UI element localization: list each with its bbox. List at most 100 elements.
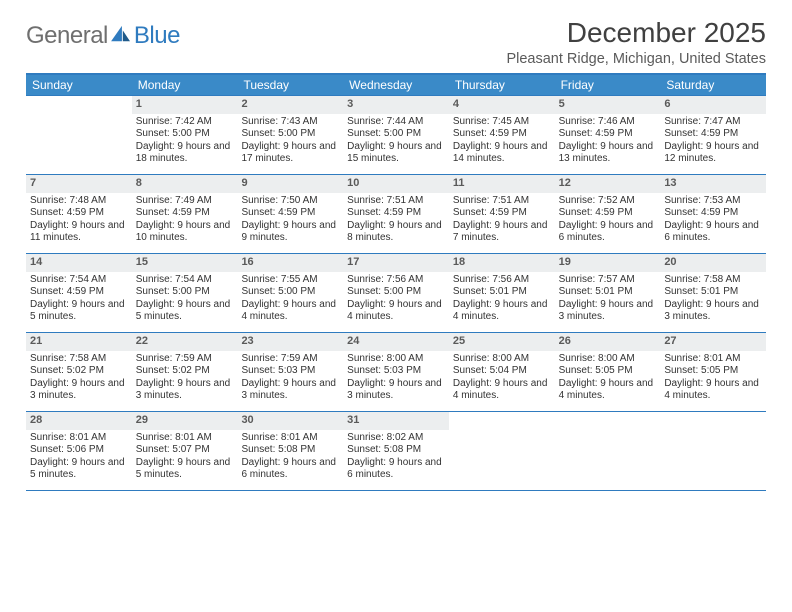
sunrise-line: Sunrise: 7:50 AM: [241, 195, 339, 208]
sunset-line: Sunset: 5:01 PM: [664, 286, 762, 299]
calendar-week: 21Sunrise: 7:58 AMSunset: 5:02 PMDayligh…: [26, 332, 766, 411]
sunrise-line: Sunrise: 7:42 AM: [136, 116, 234, 129]
sunset-line: Sunset: 4:59 PM: [559, 207, 657, 220]
day-number: 21: [26, 333, 132, 351]
day-number: 25: [449, 333, 555, 351]
calendar-week: 14Sunrise: 7:54 AMSunset: 4:59 PMDayligh…: [26, 253, 766, 332]
sunset-line: Sunset: 4:59 PM: [453, 207, 551, 220]
day-number: 15: [132, 254, 238, 272]
daylight-line: Daylight: 9 hours and 6 minutes.: [347, 457, 445, 482]
daylight-line: Daylight: 9 hours and 12 minutes.: [664, 141, 762, 166]
sunset-line: Sunset: 5:01 PM: [559, 286, 657, 299]
calendar-day-cell: 19Sunrise: 7:57 AMSunset: 5:01 PMDayligh…: [555, 254, 661, 332]
brand-general: General: [26, 22, 108, 50]
brand-blue: Blue: [134, 22, 180, 50]
sunrise-line: Sunrise: 7:54 AM: [30, 274, 128, 287]
sunset-line: Sunset: 5:02 PM: [30, 365, 128, 378]
day-number: 18: [449, 254, 555, 272]
day-number: 7: [26, 175, 132, 193]
daylight-line: Daylight: 9 hours and 5 minutes.: [30, 299, 128, 324]
day-number: 8: [132, 175, 238, 193]
calendar-day-cell: 13Sunrise: 7:53 AMSunset: 4:59 PMDayligh…: [660, 175, 766, 253]
day-number: 19: [555, 254, 661, 272]
sunset-line: Sunset: 4:59 PM: [347, 207, 445, 220]
sunrise-line: Sunrise: 8:00 AM: [347, 353, 445, 366]
sunrise-line: Sunrise: 8:01 AM: [30, 432, 128, 445]
calendar-day-cell: 12Sunrise: 7:52 AMSunset: 4:59 PMDayligh…: [555, 175, 661, 253]
sunset-line: Sunset: 5:08 PM: [347, 444, 445, 457]
calendar-day-cell: 3Sunrise: 7:44 AMSunset: 5:00 PMDaylight…: [343, 96, 449, 174]
sunrise-line: Sunrise: 7:45 AM: [453, 116, 551, 129]
sunrise-line: Sunrise: 7:49 AM: [136, 195, 234, 208]
sunset-line: Sunset: 5:07 PM: [136, 444, 234, 457]
daylight-line: Daylight: 9 hours and 9 minutes.: [241, 220, 339, 245]
daylight-line: Daylight: 9 hours and 7 minutes.: [453, 220, 551, 245]
daylight-line: Daylight: 9 hours and 8 minutes.: [347, 220, 445, 245]
day-number: 1: [132, 96, 238, 114]
day-number: 26: [555, 333, 661, 351]
weekday-header: Friday: [555, 75, 661, 95]
day-number: 10: [343, 175, 449, 193]
calendar-day-cell: 31Sunrise: 8:02 AMSunset: 5:08 PMDayligh…: [343, 412, 449, 490]
calendar-day-cell: 16Sunrise: 7:55 AMSunset: 5:00 PMDayligh…: [237, 254, 343, 332]
sunrise-line: Sunrise: 8:01 AM: [136, 432, 234, 445]
daylight-line: Daylight: 9 hours and 3 minutes.: [30, 378, 128, 403]
day-number: 11: [449, 175, 555, 193]
calendar-day-cell: 28Sunrise: 8:01 AMSunset: 5:06 PMDayligh…: [26, 412, 132, 490]
day-number: 23: [237, 333, 343, 351]
daylight-line: Daylight: 9 hours and 13 minutes.: [559, 141, 657, 166]
sunset-line: Sunset: 5:08 PM: [241, 444, 339, 457]
calendar-weeks: 1Sunrise: 7:42 AMSunset: 5:00 PMDaylight…: [26, 95, 766, 490]
day-number: 5: [555, 96, 661, 114]
daylight-line: Daylight: 9 hours and 10 minutes.: [136, 220, 234, 245]
sunset-line: Sunset: 5:05 PM: [664, 365, 762, 378]
calendar-day-cell: 17Sunrise: 7:56 AMSunset: 5:00 PMDayligh…: [343, 254, 449, 332]
sunset-line: Sunset: 4:59 PM: [559, 128, 657, 141]
sunrise-line: Sunrise: 7:54 AM: [136, 274, 234, 287]
day-number: 29: [132, 412, 238, 430]
sunrise-line: Sunrise: 7:43 AM: [241, 116, 339, 129]
daylight-line: Daylight: 9 hours and 4 minutes.: [559, 378, 657, 403]
calendar-day-cell: 14Sunrise: 7:54 AMSunset: 4:59 PMDayligh…: [26, 254, 132, 332]
weekday-header: Wednesday: [343, 75, 449, 95]
calendar-day-cell: 30Sunrise: 8:01 AMSunset: 5:08 PMDayligh…: [237, 412, 343, 490]
day-number: 4: [449, 96, 555, 114]
sunset-line: Sunset: 5:01 PM: [453, 286, 551, 299]
calendar-day-cell: [26, 96, 132, 174]
sunset-line: Sunset: 5:00 PM: [347, 286, 445, 299]
weekday-header-row: SundayMondayTuesdayWednesdayThursdayFrid…: [26, 73, 766, 95]
sunset-line: Sunset: 4:59 PM: [136, 207, 234, 220]
calendar-day-cell: 23Sunrise: 7:59 AMSunset: 5:03 PMDayligh…: [237, 333, 343, 411]
day-number: 16: [237, 254, 343, 272]
calendar-day-cell: 2Sunrise: 7:43 AMSunset: 5:00 PMDaylight…: [237, 96, 343, 174]
sunset-line: Sunset: 5:03 PM: [241, 365, 339, 378]
sunset-line: Sunset: 5:02 PM: [136, 365, 234, 378]
day-number: 17: [343, 254, 449, 272]
daylight-line: Daylight: 9 hours and 11 minutes.: [30, 220, 128, 245]
sunrise-line: Sunrise: 7:44 AM: [347, 116, 445, 129]
sunset-line: Sunset: 4:59 PM: [30, 207, 128, 220]
sunrise-line: Sunrise: 7:56 AM: [453, 274, 551, 287]
daylight-line: Daylight: 9 hours and 15 minutes.: [347, 141, 445, 166]
sunset-line: Sunset: 5:00 PM: [136, 128, 234, 141]
daylight-line: Daylight: 9 hours and 3 minutes.: [664, 299, 762, 324]
sunrise-line: Sunrise: 8:01 AM: [241, 432, 339, 445]
day-number: 2: [237, 96, 343, 114]
calendar-day-cell: 18Sunrise: 7:56 AMSunset: 5:01 PMDayligh…: [449, 254, 555, 332]
daylight-line: Daylight: 9 hours and 6 minutes.: [559, 220, 657, 245]
title-block: December 2025 Pleasant Ridge, Michigan, …: [506, 18, 766, 67]
daylight-line: Daylight: 9 hours and 3 minutes.: [347, 378, 445, 403]
calendar-day-cell: [660, 412, 766, 490]
day-number: 20: [660, 254, 766, 272]
day-number: 13: [660, 175, 766, 193]
daylight-line: Daylight: 9 hours and 4 minutes.: [347, 299, 445, 324]
sunrise-line: Sunrise: 8:01 AM: [664, 353, 762, 366]
day-number: 14: [26, 254, 132, 272]
calendar: SundayMondayTuesdayWednesdayThursdayFrid…: [26, 73, 766, 491]
calendar-day-cell: 6Sunrise: 7:47 AMSunset: 4:59 PMDaylight…: [660, 96, 766, 174]
calendar-day-cell: 25Sunrise: 8:00 AMSunset: 5:04 PMDayligh…: [449, 333, 555, 411]
sunrise-line: Sunrise: 7:59 AM: [136, 353, 234, 366]
calendar-day-cell: 22Sunrise: 7:59 AMSunset: 5:02 PMDayligh…: [132, 333, 238, 411]
sunrise-line: Sunrise: 7:58 AM: [664, 274, 762, 287]
brand-sail-icon: [110, 25, 132, 48]
